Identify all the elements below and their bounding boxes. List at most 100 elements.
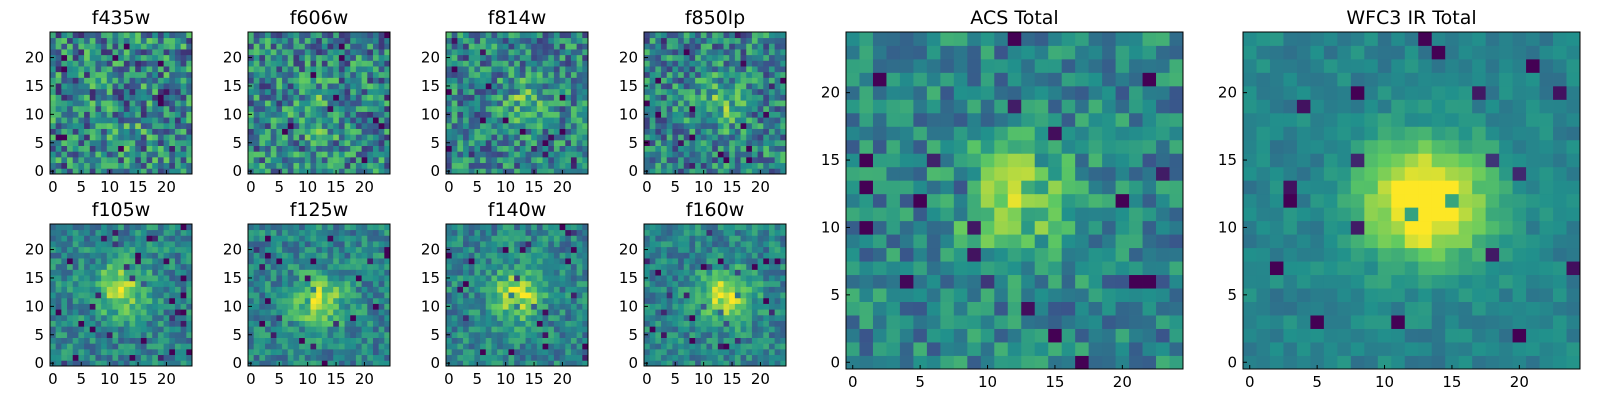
heatmap-cell — [310, 83, 317, 90]
heatmap-cell — [508, 280, 515, 287]
heatmap-cell — [723, 337, 730, 344]
heatmap-cell — [123, 303, 130, 310]
heatmap-cell — [576, 168, 583, 175]
heatmap-cell — [293, 275, 300, 282]
heatmap-cell — [118, 37, 125, 44]
heatmap-cell — [672, 320, 679, 327]
heatmap-cell — [678, 156, 685, 164]
heatmap-cell — [576, 258, 583, 265]
heatmap-cell — [468, 309, 475, 316]
heatmap-cell — [344, 49, 351, 56]
heatmap-cell — [95, 314, 102, 321]
heatmap-cell — [338, 252, 345, 259]
heatmap-cell — [180, 71, 187, 78]
heatmap-cell — [661, 77, 668, 84]
heatmap-cell — [712, 32, 719, 39]
heatmap-cell — [118, 60, 125, 67]
heatmap-cell — [276, 343, 283, 350]
heatmap-cell — [287, 292, 294, 299]
heatmap-cell — [89, 354, 96, 361]
heatmap-cell — [316, 139, 323, 146]
heatmap-cell — [559, 66, 566, 73]
heatmap-cell — [485, 235, 492, 242]
heatmap-cell — [780, 88, 787, 95]
heatmap-cell — [763, 54, 770, 61]
heatmap-cell — [519, 162, 526, 169]
heatmap-cell — [384, 145, 391, 152]
heatmap-cell — [763, 128, 770, 135]
heatmap-cell — [316, 252, 323, 259]
heatmap-cell — [740, 275, 747, 282]
heatmap-cell — [129, 156, 136, 164]
heatmap-cell — [689, 314, 696, 321]
heatmap-cell — [536, 71, 543, 78]
heatmap-cell — [468, 246, 475, 253]
heatmap-cell — [655, 134, 662, 141]
heatmap-cell — [67, 111, 74, 118]
heatmap-cell — [768, 331, 776, 338]
heatmap-cell — [446, 297, 453, 304]
heatmap-cell — [384, 354, 391, 361]
heatmap-cell — [321, 66, 328, 73]
heatmap-cell — [310, 37, 317, 44]
heatmap-cell — [140, 275, 147, 282]
heatmap-cell — [118, 309, 125, 316]
heatmap-cell — [712, 139, 719, 146]
heatmap-cell — [186, 54, 193, 61]
heatmap-cell — [548, 286, 555, 293]
heatmap-cell — [333, 162, 340, 169]
heatmap-cell — [729, 83, 736, 90]
heatmap-cell — [50, 320, 57, 327]
heatmap-cell — [463, 343, 470, 350]
heatmap-cell — [146, 286, 153, 293]
heatmap-cell — [502, 60, 509, 67]
heatmap-cell — [361, 235, 368, 242]
heatmap-cell — [519, 134, 526, 141]
heatmap-cell — [84, 320, 91, 327]
heatmap-cell — [106, 348, 113, 356]
heatmap-cell — [700, 105, 707, 112]
heatmap-cell — [282, 139, 289, 146]
heatmap-cell — [576, 354, 583, 361]
heatmap-cell — [559, 348, 566, 356]
heatmap-cell — [746, 139, 753, 146]
heatmap-cell — [253, 314, 260, 321]
heatmap-cell — [751, 60, 758, 67]
heatmap-cell — [672, 348, 679, 356]
heatmap-cell — [355, 88, 362, 95]
heatmap-cell — [67, 224, 74, 231]
heatmap-cell — [451, 331, 458, 338]
heatmap-cell — [248, 77, 255, 84]
heatmap-cell — [700, 117, 707, 124]
heatmap-cell — [683, 343, 690, 350]
heatmap-cell — [361, 122, 368, 129]
heatmap-cell — [248, 235, 255, 242]
heatmap-cell — [559, 241, 566, 248]
heatmap-cell — [276, 32, 283, 39]
heatmap-cell — [457, 275, 464, 282]
heatmap-cell — [50, 145, 57, 152]
heatmap-cell — [367, 156, 374, 164]
heatmap-cell — [350, 122, 357, 129]
heatmap-cell — [61, 100, 68, 107]
heatmap-cell — [649, 168, 656, 175]
heatmap-cell — [717, 49, 724, 56]
heatmap-cell — [519, 105, 526, 112]
heatmap-cell — [55, 280, 62, 287]
heatmap-cell — [129, 303, 136, 310]
heatmap-cell — [180, 139, 187, 146]
heatmap-cell — [451, 117, 458, 124]
heatmap-cell — [378, 280, 385, 287]
heatmap-cell — [525, 280, 532, 287]
heatmap-cell — [780, 286, 787, 293]
heatmap-cell — [576, 297, 583, 304]
heatmap-cell — [746, 354, 753, 361]
heatmap-cell — [689, 309, 696, 316]
heatmap-cell — [361, 83, 368, 90]
heatmap-cell — [683, 83, 690, 90]
heatmap-cell — [372, 286, 380, 293]
heatmap-cell — [649, 111, 656, 118]
heatmap-cell — [531, 331, 538, 338]
heatmap-cell — [367, 280, 374, 287]
heatmap-cell — [72, 77, 79, 84]
